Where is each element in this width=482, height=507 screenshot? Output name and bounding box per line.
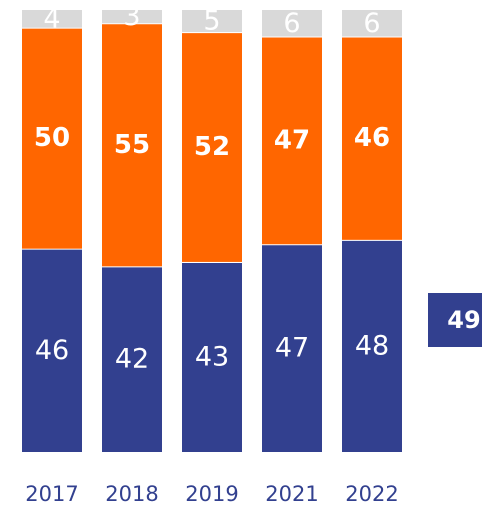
bar-segment-2022-2 [342, 10, 402, 37]
bar-segment-2021-0 [262, 244, 322, 452]
bar-segment-2022-1 [342, 36, 402, 240]
data-label-2022-1: 46 [354, 123, 390, 153]
bar-segment-2019-2 [182, 10, 242, 33]
data-label-2017-0: 46 [35, 335, 69, 366]
bar-segment-2017-0 [22, 248, 82, 452]
data-label-2019-1: 52 [194, 132, 230, 162]
bar-segment-2017-2 [22, 10, 82, 28]
side-value-badge: 49 [428, 293, 482, 347]
x-tick-label-2022: 2022 [345, 482, 398, 506]
bar-group-2017: 46 50 4 [22, 3, 82, 452]
data-label-2019-0: 43 [195, 341, 229, 372]
data-label-2018-1: 55 [114, 130, 150, 160]
bar-segment-2021-1 [262, 36, 322, 245]
bar-group-2022: 48 46 6 [342, 8, 402, 452]
data-label-2018-2: 3 [123, 1, 140, 32]
x-tick-label-2018: 2018 [105, 482, 158, 506]
data-label-2017-1: 50 [34, 123, 70, 153]
data-label-2019-2: 5 [203, 6, 220, 37]
bar-group-2021: 47 47 6 [262, 8, 322, 452]
side-value-label: 49 [447, 306, 481, 334]
data-label-2022-0: 48 [355, 330, 389, 361]
data-label-2018-0: 42 [115, 344, 149, 375]
bar-segment-2021-2 [262, 10, 322, 37]
bar-segment-2017-1 [22, 27, 82, 249]
x-tick-label-2021: 2021 [265, 482, 318, 506]
bar-segment-2018-0 [102, 266, 162, 452]
data-label-2017-2: 4 [43, 3, 60, 34]
bar-segment-2022-0 [342, 239, 402, 452]
data-label-2021-1: 47 [274, 125, 310, 155]
bar-segment-2018-1 [102, 23, 162, 267]
data-label-2021-2: 6 [283, 8, 300, 39]
x-tick-label-2019: 2019 [185, 482, 238, 506]
data-label-2021-0: 47 [275, 333, 309, 364]
bar-segment-2018-2 [102, 10, 162, 24]
data-label-2022-2: 6 [363, 8, 380, 39]
bar-group-2019: 43 52 5 [182, 6, 242, 452]
x-tick-label-2017: 2017 [25, 482, 78, 506]
bar-group-2018: 42 55 3 [102, 1, 162, 452]
bar-segment-2019-0 [182, 261, 242, 452]
bar-segment-2019-1 [182, 32, 242, 262]
